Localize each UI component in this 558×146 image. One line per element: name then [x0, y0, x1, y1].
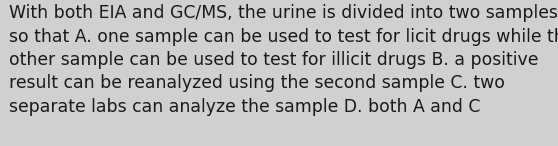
Text: With both EIA and GC/MS, the urine is divided into two samples
so that A. one sa: With both EIA and GC/MS, the urine is di…	[9, 4, 558, 116]
